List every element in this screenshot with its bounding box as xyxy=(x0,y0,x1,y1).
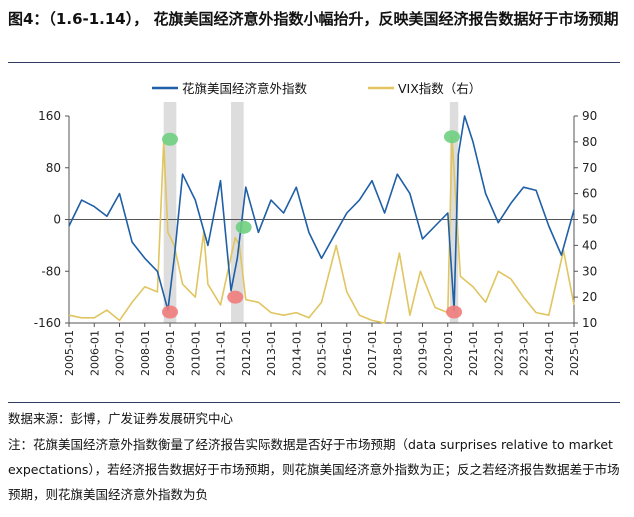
right-tick-label: 50 xyxy=(582,213,597,227)
highlight-marker-4 xyxy=(443,130,460,144)
left-tick-label: 160 xyxy=(38,109,61,123)
x-tick-label: 2010-01 xyxy=(189,330,202,376)
x-tick-label: 2023-01 xyxy=(518,330,531,376)
citi-series xyxy=(68,115,575,311)
highlight-marker-1 xyxy=(162,305,178,319)
x-tick-label: 2006-01 xyxy=(88,330,101,376)
x-tick-label: 2022-01 xyxy=(492,330,505,376)
x-tick-label: 2005-01 xyxy=(63,330,76,376)
figure-title: 图4：（1.6-1.14）， 花旗美国经济意外指数小幅抬升，反映美国经济报告数据… xyxy=(8,10,619,28)
vix-series xyxy=(68,135,575,324)
shaded-period-1 xyxy=(231,102,244,323)
axes: -160 -80 0 80 160 10 20 30 40 50 60 70 80 90 2005-01 20… xyxy=(34,109,598,376)
right-tick-label: 60 xyxy=(582,187,597,201)
highlight-marker-5 xyxy=(446,305,463,319)
x-tick-label: 2009-01 xyxy=(164,330,177,376)
x-tick-label: 2007-01 xyxy=(114,330,127,376)
markers xyxy=(162,130,463,319)
shaded-periods xyxy=(163,102,459,323)
x-tick-label: 2011-01 xyxy=(215,330,228,376)
legend-label-citi: 花旗美国经济意外指数 xyxy=(182,81,308,96)
citi-surprise-line xyxy=(68,115,575,311)
x-tick-label: 2008-01 xyxy=(139,330,152,376)
x-tick-label: 2025-01 xyxy=(568,330,581,376)
highlight-marker-2 xyxy=(227,290,244,304)
x-tick-label: 2021-01 xyxy=(467,330,480,376)
chart: -160 -80 0 80 160 10 20 30 40 50 60 70 80 90 2005-01 20… xyxy=(34,81,598,376)
source-divider xyxy=(8,402,620,403)
highlight-marker-0 xyxy=(162,132,178,146)
source-text: 数据来源：彭博，广发证券发展研究中心 xyxy=(8,411,234,426)
note-text: 注：花旗美国经济意外指数衡量了经济报告实际数据是否好于市场预期（data sur… xyxy=(8,437,620,502)
legend-label-vix: VIX指数（右） xyxy=(398,81,481,96)
left-tick-label: 80 xyxy=(46,161,61,175)
shaded-period-2 xyxy=(449,102,459,323)
legend: 花旗美国经济意外指数 VIX指数（右） xyxy=(152,81,481,96)
x-tick-label: 2012-01 xyxy=(240,330,253,376)
left-tick-label: 0 xyxy=(53,213,61,227)
x-tick-label: 2016-01 xyxy=(341,330,354,376)
right-tick-label: 70 xyxy=(582,161,597,175)
right-tick-label: 40 xyxy=(582,238,597,252)
title-divider xyxy=(8,62,620,63)
right-tick-label: 30 xyxy=(582,264,597,278)
x-tick-label: 2024-01 xyxy=(543,330,556,376)
x-tick-label: 2018-01 xyxy=(391,330,404,376)
left-tick-label: -160 xyxy=(34,316,61,330)
x-tick-label: 2020-01 xyxy=(442,330,455,376)
left-tick-label: -80 xyxy=(41,264,61,278)
right-tick-label: 80 xyxy=(582,135,597,149)
x-tick-label: 2014-01 xyxy=(290,330,303,376)
right-tick-label: 10 xyxy=(582,316,597,330)
x-tick-label: 2019-01 xyxy=(417,330,430,376)
right-tick-label: 90 xyxy=(582,109,597,123)
highlight-marker-3 xyxy=(235,220,252,234)
x-tick-label: 2015-01 xyxy=(316,330,329,376)
vix-line xyxy=(68,135,575,324)
x-tick-label: 2017-01 xyxy=(366,330,379,376)
right-tick-label: 20 xyxy=(582,290,597,304)
x-tick-label: 2013-01 xyxy=(265,330,278,376)
